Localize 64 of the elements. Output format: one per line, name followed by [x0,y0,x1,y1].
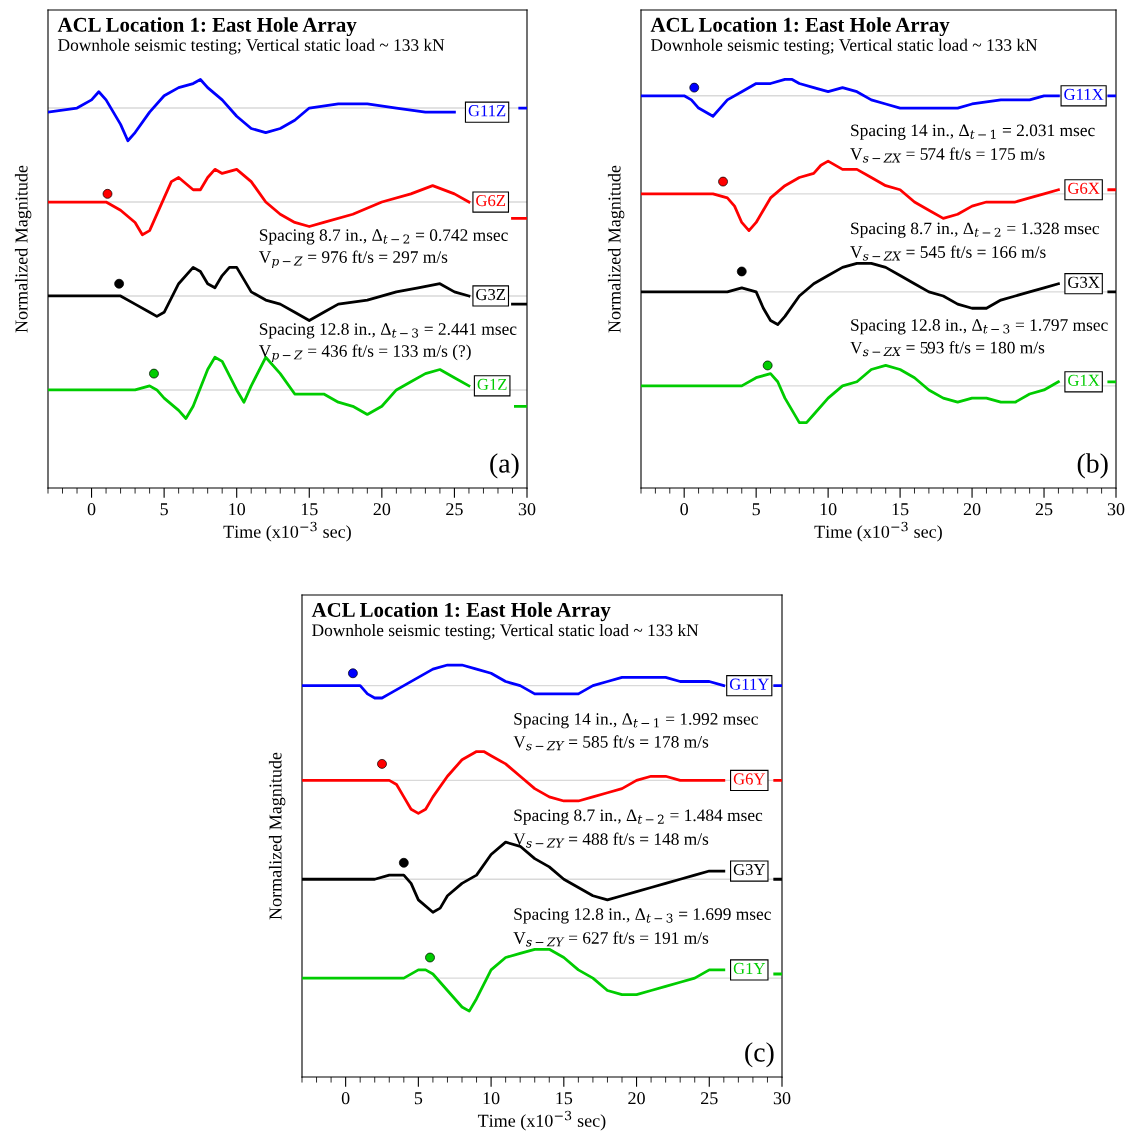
x-tick-label: 20 [373,503,391,516]
series-label: G1X [1068,374,1100,386]
x-tick-label: 5 [414,1092,423,1105]
x-tick-label: 0 [87,503,96,516]
annotation: Spacing 12.8 in., Δ$_{t−3}$ = 1.797 msec [851,319,1108,335]
annotation: Spacing 8.7 in., Δ$_{t−2}$ = 0.742 msec [259,229,508,245]
annotation: V$_{s−ZX}$ = 574 ft/s = 175 m/s [850,147,1045,163]
x-tick-label: 25 [1035,503,1053,516]
series-label: G11Y [729,678,769,690]
x-tick-label: 30 [1107,503,1125,516]
x-axis-title: Time (x10$^{−3}$ sec) [814,521,942,542]
x-axis-title: Time (x10$^{−3}$ sec) [477,1110,606,1131]
series-label: G6Z [476,194,506,207]
x-tick-label: 0 [341,1092,350,1105]
x-tick-label: 5 [160,503,168,516]
annotation: Spacing 14 in., Δ$_{t−1}$ = 1.992 msec [514,713,758,729]
x-axis-title: Time (x10$^{−3}$ sec) [223,521,351,542]
x-tick-label: 25 [446,503,463,516]
x-tick-label: 20 [628,1092,645,1105]
chart-subtitle: Downhole seismic testing; Vertical static load ~ 133 kN [651,38,1038,55]
x-tick-label: 10 [483,1092,500,1105]
x-tick-label: 0 [680,503,689,516]
x-tick-label: 15 [301,503,318,516]
y-axis-title: Normalized Magnitude [607,165,625,333]
annotation: Spacing 8.7 in., Δ$_{t−2}$ = 1.328 msec [851,222,1100,238]
annotation: Spacing 12.8 in., Δ$_{t−3}$ = 1.699 msec [514,908,771,924]
chart-subtitle: Downhole seismic testing; Vertical static load ~ 133 kN [58,38,445,55]
annotation: V$_{s−ZY}$ = 488 ft/s = 148 m/s [513,832,709,848]
series-label: G1Z [477,378,507,391]
annotation: (c) [745,1042,774,1068]
chart-title: ACL Location 1: East Hole Array [311,602,611,622]
annotation: Spacing 14 in., Δ$_{t−1}$ = 2.031 msec [851,124,1095,140]
annotation: V$_{s−ZY}$ = 585 ft/s = 178 m/s [513,735,709,751]
series-label: G6Y [733,773,766,785]
chart-subtitle: Downhole seismic testing; Vertical static load ~ 133 kN [312,623,699,640]
x-tick-label: 15 [556,1092,573,1105]
y-axis-title: Normalized Magnitude [14,165,32,333]
x-tick-label: 30 [518,503,536,516]
annotation: V$_{s−ZX}$ = 593 ft/s = 180 m/s [850,341,1045,357]
annotation: Spacing 12.8 in., Δ$_{t−3}$ = 2.441 msec [259,323,517,339]
series-label: G6X [1068,182,1100,194]
annotation: (a) [490,453,519,479]
x-tick-label: 10 [820,503,837,516]
x-tick-label: 25 [701,1092,718,1105]
annotation: V$_{s−ZX}$ = 545 ft/s = 166 m/s [850,245,1046,261]
annotation: V$_{p−Z}$ = 436 ft/s = 133 m/s (?) [258,344,471,362]
x-tick-label: 15 [892,503,909,516]
series-label: G3Y [733,863,766,876]
x-tick-label: 20 [963,503,981,516]
series-label: G3X [1068,276,1100,288]
x-tick-label: 30 [773,1092,791,1105]
x-tick-label: 10 [229,503,246,516]
annotation: V$_{p−Z}$ = 976 ft/s = 297 m/s [258,250,448,268]
series-label: G11X [1064,88,1104,100]
x-tick-label: 5 [752,503,760,516]
annotation: Spacing 8.7 in., Δ$_{t−2}$ = 1.484 msec [514,809,763,825]
series-label: G11Z [468,105,506,117]
annotation: V$_{s−ZY}$ = 627 ft/s = 191 m/s [513,931,709,947]
y-axis-title: Normalized Magnitude [268,752,286,920]
chart-title: ACL Location 1: East Hole Array [650,17,950,37]
series-label: G3Z [476,288,506,301]
annotation: (b) [1077,453,1108,479]
chart-title: ACL Location 1: East Hole Array [57,17,357,37]
series-label: G1Y [733,962,766,975]
